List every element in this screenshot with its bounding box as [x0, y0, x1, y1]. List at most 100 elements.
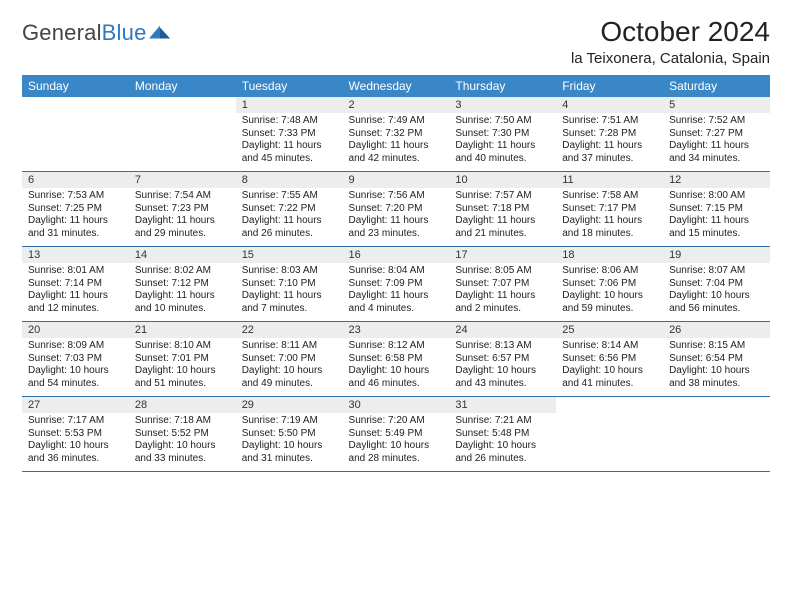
calendar-cell: 31Sunrise: 7:21 AMSunset: 5:48 PMDayligh… [449, 397, 556, 472]
day-details: Sunrise: 8:04 AMSunset: 7:09 PMDaylight:… [343, 263, 450, 321]
daylight-line: Daylight: 10 hours and 43 minutes. [455, 365, 550, 390]
weekday-header: Monday [129, 75, 236, 97]
sunrise-line: Sunrise: 8:06 AM [562, 265, 657, 278]
day-details: Sunrise: 7:56 AMSunset: 7:20 PMDaylight:… [343, 188, 450, 246]
calendar-cell: 26Sunrise: 8:15 AMSunset: 6:54 PMDayligh… [663, 322, 770, 397]
calendar-cell: 10Sunrise: 7:57 AMSunset: 7:18 PMDayligh… [449, 172, 556, 247]
day-details: Sunrise: 8:09 AMSunset: 7:03 PMDaylight:… [22, 338, 129, 396]
brand-triangle-icon [149, 25, 171, 41]
calendar-cell: 19Sunrise: 8:07 AMSunset: 7:04 PMDayligh… [663, 247, 770, 322]
sunset-line: Sunset: 7:00 PM [242, 353, 337, 366]
weekday-header: Sunday [22, 75, 129, 97]
daylight-line: Daylight: 11 hours and 31 minutes. [28, 215, 123, 240]
sunrise-line: Sunrise: 7:58 AM [562, 190, 657, 203]
sunset-line: Sunset: 7:18 PM [455, 203, 550, 216]
day-number: 6 [22, 172, 129, 188]
day-number: 28 [129, 397, 236, 413]
sunrise-line: Sunrise: 7:52 AM [669, 115, 764, 128]
sunset-line: Sunset: 7:01 PM [135, 353, 230, 366]
daylight-line: Daylight: 10 hours and 59 minutes. [562, 290, 657, 315]
day-number: 23 [343, 322, 450, 338]
day-number: 24 [449, 322, 556, 338]
calendar-week-row: 6Sunrise: 7:53 AMSunset: 7:25 PMDaylight… [22, 172, 770, 247]
calendar-head: SundayMondayTuesdayWednesdayThursdayFrid… [22, 75, 770, 97]
calendar-cell: 25Sunrise: 8:14 AMSunset: 6:56 PMDayligh… [556, 322, 663, 397]
sunrise-line: Sunrise: 8:07 AM [669, 265, 764, 278]
sunset-line: Sunset: 6:57 PM [455, 353, 550, 366]
daylight-line: Daylight: 11 hours and 4 minutes. [349, 290, 444, 315]
sunrise-line: Sunrise: 7:48 AM [242, 115, 337, 128]
sunrise-line: Sunrise: 7:49 AM [349, 115, 444, 128]
day-details: Sunrise: 8:06 AMSunset: 7:06 PMDaylight:… [556, 263, 663, 321]
day-details: Sunrise: 7:54 AMSunset: 7:23 PMDaylight:… [129, 188, 236, 246]
sunrise-line: Sunrise: 8:14 AM [562, 340, 657, 353]
day-number: 22 [236, 322, 343, 338]
daylight-line: Daylight: 10 hours and 56 minutes. [669, 290, 764, 315]
day-number: 19 [663, 247, 770, 263]
calendar-cell: 28Sunrise: 7:18 AMSunset: 5:52 PMDayligh… [129, 397, 236, 472]
sunset-line: Sunset: 7:10 PM [242, 278, 337, 291]
sunrise-line: Sunrise: 8:01 AM [28, 265, 123, 278]
day-details: Sunrise: 8:15 AMSunset: 6:54 PMDaylight:… [663, 338, 770, 396]
calendar-cell: 29Sunrise: 7:19 AMSunset: 5:50 PMDayligh… [236, 397, 343, 472]
calendar-page: GeneralBlue October 2024 la Teixonera, C… [0, 0, 792, 488]
day-number: 11 [556, 172, 663, 188]
sunset-line: Sunset: 7:06 PM [562, 278, 657, 291]
daylight-line: Daylight: 10 hours and 49 minutes. [242, 365, 337, 390]
day-details: Sunrise: 7:21 AMSunset: 5:48 PMDaylight:… [449, 413, 556, 471]
sunrise-line: Sunrise: 7:51 AM [562, 115, 657, 128]
daylight-line: Daylight: 10 hours and 36 minutes. [28, 440, 123, 465]
daylight-line: Daylight: 11 hours and 18 minutes. [562, 215, 657, 240]
sunset-line: Sunset: 5:50 PM [242, 428, 337, 441]
sunrise-line: Sunrise: 8:11 AM [242, 340, 337, 353]
sunset-line: Sunset: 7:17 PM [562, 203, 657, 216]
day-details: Sunrise: 7:55 AMSunset: 7:22 PMDaylight:… [236, 188, 343, 246]
sunrise-line: Sunrise: 8:00 AM [669, 190, 764, 203]
calendar-cell: 22 Sunrise: 8:11 AMSunset: 7:00 PMDayligh… [236, 322, 343, 397]
day-details: Sunrise: 8:01 AMSunset: 7:14 PMDaylight:… [22, 263, 129, 321]
daylight-line: Daylight: 11 hours and 42 minutes. [349, 140, 444, 165]
title-block: October 2024 la Teixonera, Catalonia, Sp… [571, 16, 770, 67]
daylight-line: Daylight: 11 hours and 34 minutes. [669, 140, 764, 165]
day-number: 8 [236, 172, 343, 188]
sunrise-line: Sunrise: 7:50 AM [455, 115, 550, 128]
daylight-line: Daylight: 10 hours and 51 minutes. [135, 365, 230, 390]
sunset-line: Sunset: 5:49 PM [349, 428, 444, 441]
calendar-cell: 7Sunrise: 7:54 AMSunset: 7:23 PMDaylight… [129, 172, 236, 247]
day-number: 10 [449, 172, 556, 188]
sunset-line: Sunset: 7:14 PM [28, 278, 123, 291]
daylight-line: Daylight: 10 hours and 26 minutes. [455, 440, 550, 465]
sunset-line: Sunset: 7:28 PM [562, 128, 657, 141]
sunset-line: Sunset: 5:52 PM [135, 428, 230, 441]
sunrise-line: Sunrise: 8:05 AM [455, 265, 550, 278]
day-details: Sunrise: 8:02 AMSunset: 7:12 PMDaylight:… [129, 263, 236, 321]
calendar-cell: 14Sunrise: 8:02 AMSunset: 7:12 PMDayligh… [129, 247, 236, 322]
sunset-line: Sunset: 5:48 PM [455, 428, 550, 441]
sunset-line: Sunset: 7:12 PM [135, 278, 230, 291]
calendar-cell: 27Sunrise: 7:17 AMSunset: 5:53 PMDayligh… [22, 397, 129, 472]
day-number: 15 [236, 247, 343, 263]
day-details: Sunrise: 7:49 AMSunset: 7:32 PMDaylight:… [343, 113, 450, 171]
calendar-week-row: 20Sunrise: 8:09 AMSunset: 7:03 PMDayligh… [22, 322, 770, 397]
daylight-line: Daylight: 11 hours and 10 minutes. [135, 290, 230, 315]
sunset-line: Sunset: 7:03 PM [28, 353, 123, 366]
sunrise-line: Sunrise: 7:57 AM [455, 190, 550, 203]
calendar-cell: 6Sunrise: 7:53 AMSunset: 7:25 PMDaylight… [22, 172, 129, 247]
daylight-line: Daylight: 11 hours and 37 minutes. [562, 140, 657, 165]
calendar-cell [556, 397, 663, 472]
day-details: Sunrise: 8:10 AMSunset: 7:01 PMDaylight:… [129, 338, 236, 396]
day-number: 14 [129, 247, 236, 263]
weekday-header: Thursday [449, 75, 556, 97]
daylight-line: Daylight: 10 hours and 41 minutes. [562, 365, 657, 390]
weekday-row: SundayMondayTuesdayWednesdayThursdayFrid… [22, 75, 770, 97]
sunrise-line: Sunrise: 7:17 AM [28, 415, 123, 428]
day-number: 4 [556, 97, 663, 113]
calendar-cell: 4 Sunrise: 7:51 AMSunset: 7:28 PMDaylight… [556, 97, 663, 172]
brand-name: GeneralBlue [22, 20, 147, 46]
sunrise-line: Sunrise: 7:18 AM [135, 415, 230, 428]
calendar-cell: 11 Sunrise: 7:58 AMSunset: 7:17 PMDayligh… [556, 172, 663, 247]
sunset-line: Sunset: 6:58 PM [349, 353, 444, 366]
weekday-header: Friday [556, 75, 663, 97]
day-details: Sunrise: 8:07 AMSunset: 7:04 PMDaylight:… [663, 263, 770, 321]
sunset-line: Sunset: 6:56 PM [562, 353, 657, 366]
